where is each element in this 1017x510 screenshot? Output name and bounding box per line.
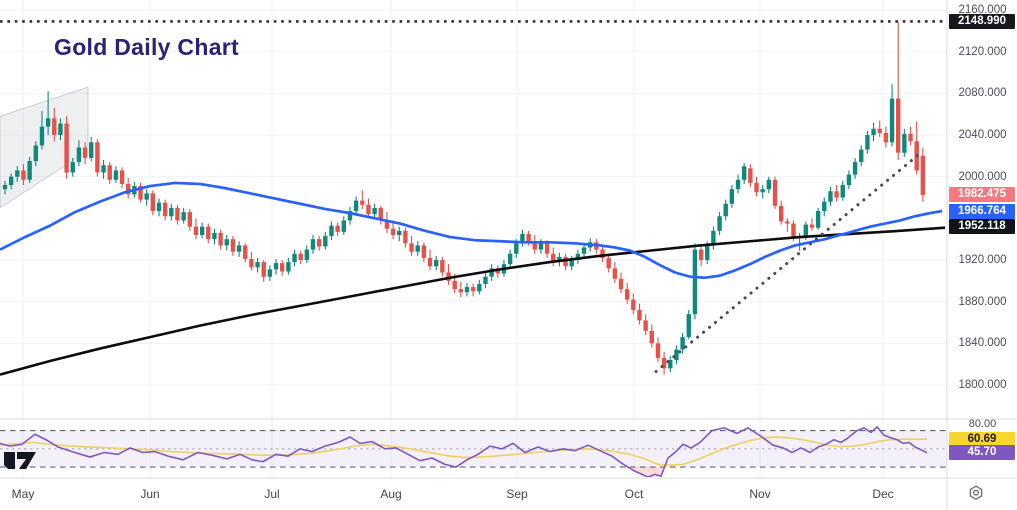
price-tick-label: 1800.000: [958, 379, 1007, 391]
rsi-line: [0, 426, 928, 477]
price-tick-label: 2040.000: [958, 129, 1007, 141]
rsi-oversold-fill: [628, 467, 665, 477]
time-tick-label: Nov: [749, 487, 771, 501]
price-tick-label: 1840.000: [958, 337, 1007, 350]
rsi-scale-label: 80.00: [968, 418, 997, 431]
time-tick-label: Jun: [140, 487, 160, 501]
uptrend-dotted-line: [654, 151, 923, 373]
price-badge: 1966.764: [949, 203, 1015, 219]
chart-title: Gold Daily Chart: [54, 34, 239, 60]
price-tick-label: 2080.000: [958, 87, 1007, 100]
time-tick-label: May: [11, 487, 35, 501]
rsi-signal-line: [0, 436, 928, 467]
tradingview-logo-bar: [4, 452, 15, 469]
time-tick-label: Jul: [264, 487, 280, 501]
time-tick-label: Dec: [872, 487, 894, 501]
gear-center: [972, 489, 979, 496]
price-badge: 1982.475: [949, 187, 1015, 203]
tradingview-logo-icon[interactable]: [4, 451, 38, 471]
ma-200-line: [0, 226, 946, 376]
settings-gear-icon[interactable]: [965, 484, 987, 504]
tradingview-logo-seven: [17, 452, 36, 469]
price-tick-label: 2120.000: [958, 45, 1007, 58]
time-tick-label: Oct: [624, 487, 644, 501]
ma-50-line: [0, 181, 943, 280]
time-scale[interactable]: May Jun Jul Aug Sep Oct Nov Dec: [0, 479, 947, 510]
price-tick-label: 2160.000: [958, 4, 1007, 16]
rsi-value-badge: 60.69: [949, 431, 1015, 447]
rsi-value-badge: 45.70: [949, 445, 1015, 461]
time-tick-label: Aug: [380, 487, 402, 501]
price-tick-label: 2000.000: [958, 170, 1007, 183]
price-badge: 2148.990: [949, 13, 1015, 29]
price-tick-label: 1920.000: [958, 254, 1007, 266]
candlesticks: [2, 21, 926, 375]
price-scale[interactable]: 2160.000 2120.000 2080.000 2040.000 2000.000…: [948, 0, 1017, 478]
time-tick-label: Sep: [506, 487, 528, 501]
price-tick-label: 1880.000: [958, 295, 1007, 308]
parallel-channel-drawing: [0, 86, 89, 209]
price-badge: 1952.118: [949, 219, 1015, 235]
gear-hexagon: [969, 485, 983, 501]
